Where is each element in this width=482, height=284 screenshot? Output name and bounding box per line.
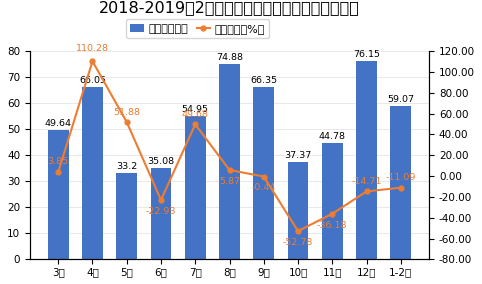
Text: 49.64: 49.64 [45, 119, 72, 128]
Text: 37.37: 37.37 [284, 151, 312, 160]
Title: 2018-2019年2月浙江省彩色电视机产量及增长情况: 2018-2019年2月浙江省彩色电视机产量及增长情况 [99, 0, 360, 15]
Text: -22.93: -22.93 [146, 207, 176, 216]
Text: 54.95: 54.95 [182, 105, 209, 114]
Text: -11.09: -11.09 [386, 174, 416, 182]
Bar [288, 162, 308, 259]
Bar [254, 87, 274, 259]
Bar [151, 168, 171, 259]
Text: 76.15: 76.15 [353, 50, 380, 59]
Text: -52.78: -52.78 [283, 238, 313, 247]
Text: 66.05: 66.05 [79, 76, 106, 85]
Bar [117, 173, 137, 259]
Bar [219, 64, 240, 259]
Text: 5.87: 5.87 [219, 177, 240, 186]
Text: 110.28: 110.28 [76, 44, 109, 53]
Bar [48, 130, 68, 259]
Text: -0.44: -0.44 [252, 183, 276, 192]
Text: 3.85: 3.85 [48, 157, 69, 166]
Text: -14.71: -14.71 [351, 177, 382, 186]
Bar [185, 116, 205, 259]
Text: 33.2: 33.2 [116, 162, 137, 171]
Text: 44.78: 44.78 [319, 132, 346, 141]
Text: 59.07: 59.07 [387, 95, 414, 104]
Text: 66.35: 66.35 [250, 76, 277, 85]
Text: 49.68: 49.68 [182, 110, 209, 119]
Text: 51.88: 51.88 [113, 108, 140, 117]
Legend: 产量（万台）, 同比增长（%）: 产量（万台）, 同比增长（%） [126, 19, 269, 38]
Text: -36.18: -36.18 [317, 221, 348, 230]
Bar [356, 61, 377, 259]
Bar [390, 106, 411, 259]
Bar [82, 87, 103, 259]
Text: 35.08: 35.08 [147, 157, 174, 166]
Text: 74.88: 74.88 [216, 53, 243, 62]
Bar [322, 143, 343, 259]
